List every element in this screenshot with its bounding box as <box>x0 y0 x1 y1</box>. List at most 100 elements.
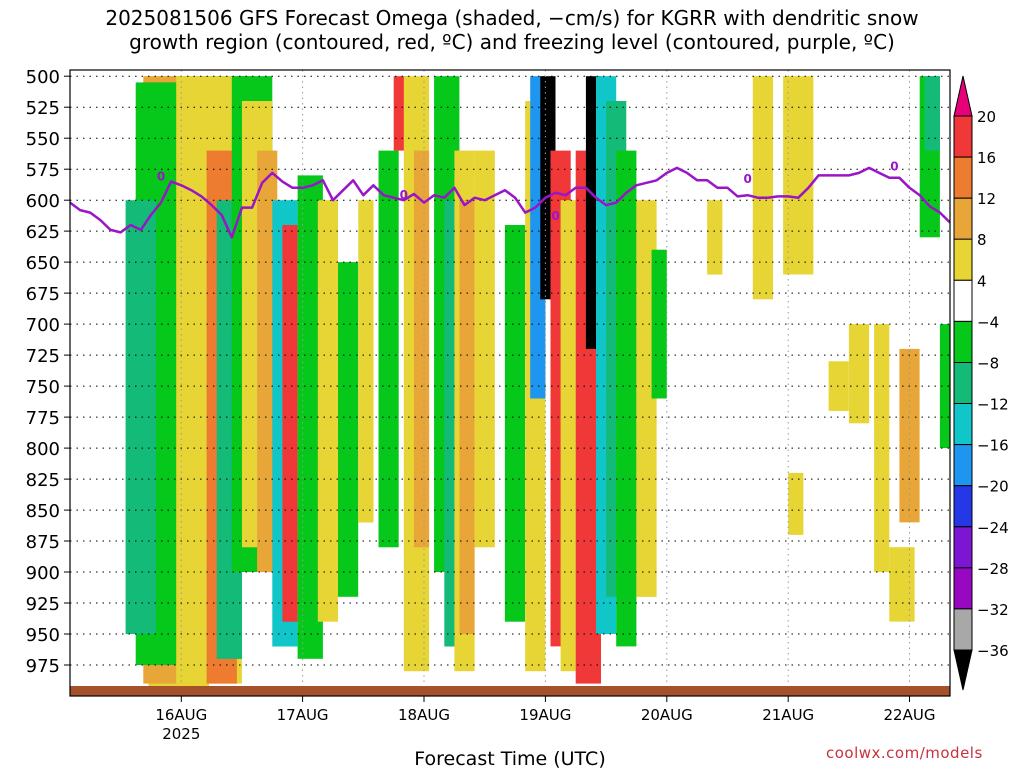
omega-shade-band <box>560 200 576 672</box>
omega-shade-band <box>125 200 156 635</box>
x-year-label: 2025 <box>162 725 200 743</box>
omega-shade-band <box>413 150 430 548</box>
omega-shade-band <box>939 324 950 449</box>
colorbar: 20 16 12 8 4 −4 −8 −12 −16 −20 −24 −28 −32 −36 <box>953 75 1009 691</box>
colorbar-label: −32 <box>977 601 1009 619</box>
freezing-level-line <box>70 166 950 239</box>
y-tick-label: 675 <box>26 284 60 305</box>
omega-shade-band <box>752 76 773 300</box>
y-tick-label: 700 <box>26 315 60 336</box>
omega-shade-band <box>282 225 298 622</box>
omega-shade-band <box>474 150 495 548</box>
omega-shade-band <box>651 249 667 399</box>
y-tick-label: 625 <box>26 222 60 243</box>
colorbar-segment <box>953 444 973 487</box>
colorbar-label: −20 <box>977 478 1009 496</box>
colorbar-label: 12 <box>977 190 996 208</box>
x-tick-label: 20AUG <box>641 706 693 724</box>
colorbar-label: −12 <box>977 396 1009 414</box>
x-tick-label: 17AUG <box>277 706 329 724</box>
x-tick-label: 19AUG <box>519 706 571 724</box>
omega-shade-band <box>378 150 399 548</box>
freezing-level-label: 0 <box>744 172 752 186</box>
colorbar-label: −28 <box>977 560 1009 578</box>
y-tick-label: 550 <box>26 129 60 150</box>
x-tick-label: 16AUG <box>155 706 207 724</box>
omega-shade-band <box>874 324 890 572</box>
x-tick-label: 18AUG <box>398 706 450 724</box>
omega-shade-band <box>889 547 915 622</box>
y-tick-label: 925 <box>26 594 60 615</box>
colorbar-segment <box>953 156 973 199</box>
chart-title-line1: 2025081506 GFS Forecast Omega (shaded, −… <box>105 6 919 30</box>
y-tick-label: 750 <box>26 377 60 398</box>
ground-surface <box>70 686 950 696</box>
x-tick-label: 21AUG <box>762 706 814 724</box>
colorbar-bottom-arrow <box>953 649 973 691</box>
omega-shade-band <box>636 200 657 597</box>
omega-shade-band <box>707 200 723 275</box>
credit-text: coolwx.com/models <box>826 744 983 762</box>
freezing-level-label: 0 <box>400 188 408 202</box>
omega-shade-band <box>924 76 940 151</box>
y-tick-label: 900 <box>26 563 60 584</box>
colorbar-segment <box>953 567 973 610</box>
omega-shade-band <box>358 200 374 523</box>
colorbar-label: −8 <box>977 355 999 373</box>
freezing-level-contour: 0 0 0 0 0 <box>70 159 950 239</box>
freezing-level-label: 0 <box>551 209 559 223</box>
omega-shade-band <box>338 262 359 597</box>
y-axis: 500 525 550 575 600 625 650 675 700 725 750 775 800 8… <box>26 67 70 677</box>
colorbar-segment <box>953 362 973 405</box>
y-tick-label: 950 <box>26 625 60 646</box>
chart-title-line2: growth region (contoured, red, ºC) and f… <box>129 30 895 54</box>
colorbar-segment <box>953 526 973 569</box>
omega-shade-band <box>616 150 637 647</box>
y-tick-label: 500 <box>26 67 60 88</box>
y-tick-label: 775 <box>26 408 60 429</box>
colorbar-label: 16 <box>977 149 996 167</box>
omega-shade-band <box>848 324 870 424</box>
colorbar-label: −24 <box>977 519 1009 537</box>
colorbar-segment <box>953 279 973 322</box>
y-tick-label: 600 <box>26 191 60 212</box>
omega-shade-band <box>899 348 920 523</box>
colorbar-segment <box>953 197 973 240</box>
freezing-level-label: 0 <box>890 159 898 173</box>
y-tick-label: 850 <box>26 501 60 522</box>
omega-shade-band <box>257 150 278 573</box>
y-tick-label: 525 <box>26 98 60 119</box>
colorbar-top-arrow <box>953 75 973 117</box>
colorbar-label: 8 <box>977 231 987 249</box>
colorbar-segment <box>953 403 973 446</box>
x-axis-label: Forecast Time (UTC) <box>414 748 605 768</box>
colorbar-segment <box>953 485 973 528</box>
y-tick-label: 650 <box>26 253 60 274</box>
colorbar-label: 20 <box>977 108 996 126</box>
colorbar-segment <box>953 238 973 281</box>
y-tick-label: 975 <box>26 656 60 677</box>
colorbar-label: −36 <box>977 642 1009 660</box>
omega-shade-band <box>828 361 849 411</box>
colorbar-segment <box>953 608 973 651</box>
chart-title: 2025081506 GFS Forecast Omega (shaded, −… <box>0 6 1024 54</box>
colorbar-label: −4 <box>977 313 999 331</box>
x-tick-label: 22AUG <box>884 706 936 724</box>
omega-shade-band <box>317 200 338 622</box>
omega-shade-band <box>783 76 814 275</box>
plot-frame <box>69 69 951 697</box>
omega-shade-band <box>788 472 804 535</box>
colorbar-segment <box>953 115 973 158</box>
colorbar-label: −16 <box>977 437 1009 455</box>
freezing-level-label: 0 <box>157 169 165 183</box>
colorbar-segment <box>953 320 973 363</box>
y-tick-label: 575 <box>26 160 60 181</box>
y-tick-label: 725 <box>26 346 60 367</box>
omega-shade-band <box>504 225 526 622</box>
colorbar-label: 4 <box>977 272 987 290</box>
y-tick-label: 875 <box>26 532 60 553</box>
y-tick-label: 825 <box>26 470 60 491</box>
y-tick-label: 800 <box>26 439 60 460</box>
